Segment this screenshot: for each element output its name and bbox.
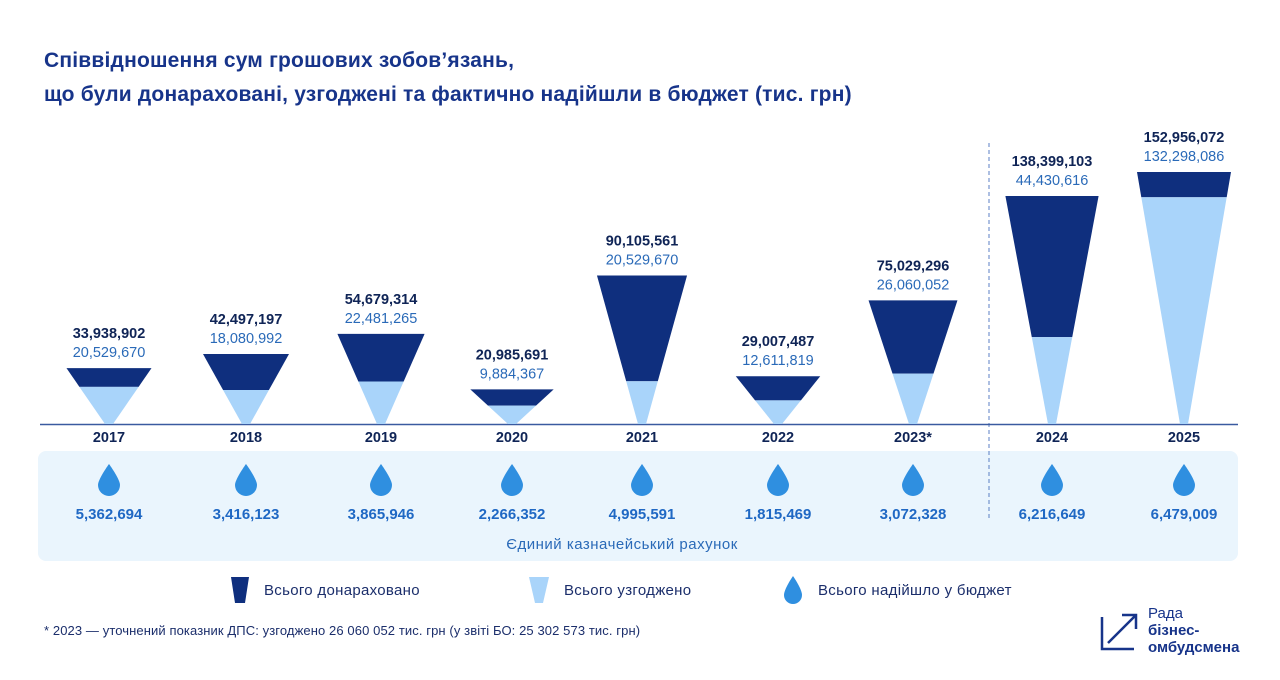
- funnel-2018: [203, 353, 289, 424]
- received-drop-icon: [235, 464, 257, 496]
- x-tick-label: 2022: [762, 430, 794, 446]
- value-label-accrued: 42,497,197: [210, 312, 283, 328]
- value-label-received: 3,072,328: [880, 506, 947, 523]
- legend-label-accrued: Всього донараховано: [264, 581, 420, 599]
- logo-arrow-icon: [1100, 613, 1138, 650]
- funnel-accrued-part: [470, 389, 554, 406]
- value-label-received: 3,865,946: [348, 506, 415, 523]
- funnel-agreed-part: [755, 400, 801, 424]
- x-tick-label: 2018: [230, 430, 262, 446]
- funnel-2024: [1005, 195, 1099, 424]
- funnel-2020: [470, 389, 554, 424]
- funnel-agreed-part: [223, 390, 269, 424]
- funnel-agreed-part: [892, 373, 934, 424]
- value-label-received: 4,995,591: [609, 506, 676, 523]
- funnel-agreed-part: [358, 381, 404, 424]
- value-label-received: 5,362,694: [76, 506, 143, 523]
- value-label-accrued: 54,679,314: [345, 292, 418, 308]
- received-drop-icon: [631, 464, 653, 496]
- value-label-accrued: 90,105,561: [606, 234, 679, 250]
- received-drop-icon: [370, 464, 392, 496]
- x-tick-label: 2017: [93, 430, 125, 446]
- funnel-agreed-part: [1031, 337, 1073, 424]
- treasury-band-label: Єдиний казначейський рахунок: [506, 536, 738, 553]
- funnel-agreed-part: [626, 381, 658, 424]
- received-drop-icon: [501, 464, 523, 496]
- x-tick-label: 2020: [496, 430, 528, 446]
- value-label-agreed: 12,611,819: [742, 353, 814, 369]
- legend-item-received: Всього надійшло у бюджет: [782, 574, 1012, 606]
- chart-title-line-1: Співвідношення сум грошових зобов’язань,: [44, 49, 515, 72]
- value-label-received: 3,416,123: [213, 506, 280, 523]
- footnote: * 2023 — уточнений показник ДПС: узгодже…: [44, 623, 641, 638]
- x-tick-label: 2021: [626, 430, 658, 446]
- value-label-accrued: 75,029,296: [877, 258, 950, 274]
- received-drop-icon: [767, 464, 789, 496]
- x-tick-label: 2019: [365, 430, 397, 446]
- value-label-agreed: 20,529,670: [606, 253, 679, 269]
- logo-text: Рада бізнес- омбудсмена: [1148, 605, 1239, 656]
- chart-title-line-2: що були донараховані, узгоджені та факти…: [44, 83, 852, 106]
- value-label-received: 6,479,009: [1151, 506, 1218, 523]
- received-drop-icon: [98, 464, 120, 496]
- x-tick-label: 2024: [1036, 430, 1068, 446]
- funnel-2017: [66, 368, 152, 424]
- funnel-agreed-part: [487, 405, 537, 424]
- logo-text-part-3: омбудсмена: [1148, 639, 1240, 656]
- legend-agreed-icon: [529, 577, 549, 603]
- value-label-accrued: 138,399,103: [1012, 154, 1093, 170]
- funnel-accrued-part: [596, 275, 688, 382]
- treasury-band: [38, 451, 1238, 561]
- legend-label-received: Всього надійшло у бюджет: [818, 581, 1012, 599]
- value-label-agreed: 22,481,265: [345, 311, 418, 327]
- funnel-accrued-part: [66, 368, 152, 387]
- funnel-2023: [868, 300, 958, 424]
- value-label-accrued: 29,007,487: [742, 334, 815, 350]
- value-label-agreed: 132,298,086: [1144, 149, 1225, 165]
- received-drop-icon: [1173, 464, 1195, 496]
- chart-title: Співвідношення сум грошових зобов’язань,…: [44, 44, 852, 112]
- funnel-agreed-part: [79, 386, 139, 424]
- value-label-agreed: 26,060,052: [877, 277, 950, 293]
- value-label-accrued: 152,956,072: [1144, 130, 1225, 146]
- value-label-agreed: 20,529,670: [73, 345, 146, 361]
- funnel-2019: [337, 333, 425, 424]
- funnel-accrued-part: [203, 353, 289, 391]
- funnel-agreed-part: [1141, 197, 1227, 424]
- funnel-2022: [735, 376, 821, 424]
- value-label-agreed: 9,884,367: [480, 366, 545, 382]
- legend-received-drop-icon: [784, 576, 802, 604]
- value-label-agreed: 44,430,616: [1016, 173, 1089, 189]
- legend-label-agreed: Всього узгоджено: [564, 581, 692, 599]
- funnel-accrued-part: [337, 333, 425, 382]
- funnel-accrued-part: [1137, 172, 1231, 198]
- value-label-agreed: 18,080,992: [210, 331, 283, 347]
- legend-accrued-icon: [231, 577, 249, 603]
- logo-text-part-1: Рада: [1148, 605, 1183, 622]
- value-label-received: 2,266,352: [479, 506, 546, 523]
- x-tick-label: 2025: [1168, 430, 1200, 446]
- value-label-received: 6,216,649: [1019, 506, 1086, 523]
- funnel-2025: [1137, 172, 1231, 424]
- x-tick-label: 2023*: [894, 430, 932, 446]
- legend-item-accrued: Всього донараховано: [230, 574, 420, 606]
- received-drop-icon: [902, 464, 924, 496]
- logo: Рада бізнес- омбудсмена: [1100, 605, 1239, 656]
- funnel-2021: [596, 275, 688, 424]
- logo-text-part-2: бізнес-: [1148, 622, 1200, 639]
- funnel-accrued-part: [735, 376, 821, 401]
- value-label-accrued: 33,938,902: [73, 326, 146, 342]
- funnel-chart: 33,938,902 20,529,670 2017 5,362,694 42,497,…: [38, 130, 1238, 561]
- value-label-received: 1,815,469: [745, 506, 812, 523]
- legend-item-agreed: Всього узгоджено: [528, 574, 691, 606]
- value-label-accrued: 20,985,691: [476, 347, 549, 363]
- funnel-accrued-part: [1005, 195, 1099, 338]
- funnel-accrued-part: [868, 300, 958, 374]
- received-drop-icon: [1041, 464, 1063, 496]
